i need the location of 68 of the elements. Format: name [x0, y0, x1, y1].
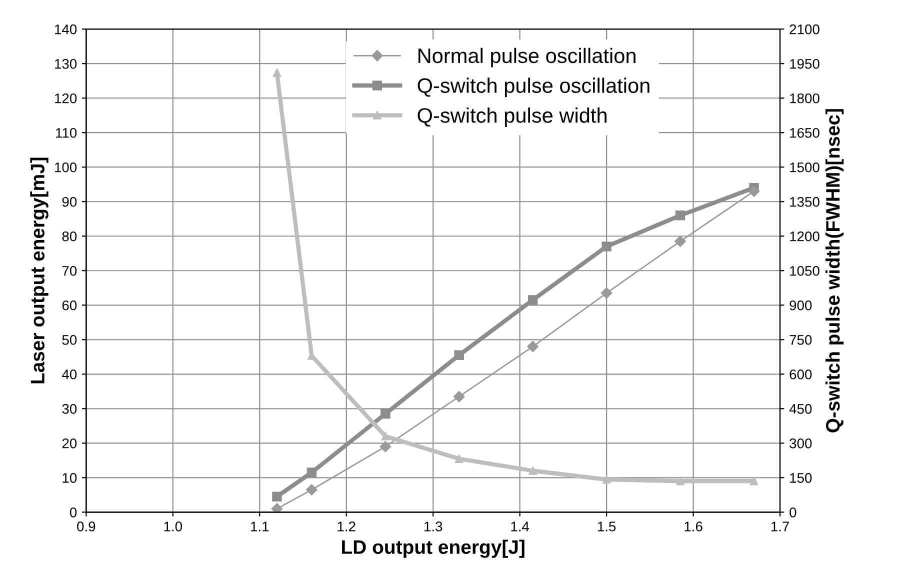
y-tick-label: 80 [62, 231, 77, 242]
y2-tick-label: 1650 [790, 128, 820, 138]
x-tick-label: 1.2 [338, 522, 356, 532]
point [602, 475, 611, 484]
point [675, 210, 686, 220]
y-tick-label: 60 [62, 300, 77, 310]
y-tick-label: 30 [62, 404, 77, 414]
point [454, 350, 464, 360]
y2-tick-label: 900 [790, 300, 812, 310]
point [527, 340, 538, 352]
y2-tick-label: 1800 [790, 93, 820, 104]
y-tick-label: 100 [55, 162, 77, 172]
y-tick-label: 40 [62, 369, 77, 380]
point [271, 503, 283, 512]
y2-tick-label: 1050 [790, 266, 820, 276]
y2-tick-label: 1200 [790, 231, 820, 242]
point [454, 390, 465, 402]
point [272, 68, 282, 77]
line-series [272, 68, 758, 486]
point [528, 466, 537, 475]
point [380, 408, 390, 419]
y2-tick-label: 600 [790, 369, 812, 380]
y-tick-label: 130 [55, 58, 77, 69]
point [272, 492, 282, 502]
y2-tick-label: 1350 [790, 196, 820, 207]
y2-tick-label: 450 [789, 404, 812, 414]
point [600, 287, 612, 299]
y-tick-label: 140 [55, 24, 77, 34]
x-tick-label: 1.6 [684, 522, 702, 532]
y-tick-label: 0 [70, 507, 77, 518]
y2-tick-label: 300 [790, 438, 812, 448]
y2-axis-title: Q-switch pulse width(FWHM)[nsec] [825, 109, 844, 432]
point [528, 295, 538, 305]
y2-tick-label: 750 [790, 334, 812, 345]
x-tick-label: 1.0 [164, 522, 182, 532]
point [674, 236, 686, 247]
y-tick-label: 90 [62, 196, 77, 207]
x-tick-label: 1.3 [424, 522, 442, 532]
point [454, 454, 464, 463]
point [380, 440, 391, 452]
point [306, 484, 318, 496]
x-tick-label: 1.4 [511, 522, 530, 532]
y-tick-label: 20 [62, 438, 77, 448]
y2-tick-label: 0 [790, 507, 796, 518]
x-tick-label: 1.5 [598, 522, 616, 532]
y2-tick-label: 150 [790, 472, 812, 483]
legend-label: Normal pulse oscillation [418, 48, 636, 68]
legend-label: Q-switch pulse width [418, 108, 606, 127]
x-tick-label: 0.9 [77, 522, 96, 532]
legend-label: Q-switch pulse oscillation [418, 78, 650, 98]
point [381, 432, 390, 440]
y2-tick-label: 1950 [790, 58, 820, 69]
y-tick-label: 50 [62, 334, 77, 345]
x-tick-label: 1.7 [771, 522, 789, 532]
y-axis-title: Laser output energy[mJ] [30, 158, 48, 384]
point [748, 186, 760, 197]
point [602, 242, 612, 252]
point [306, 468, 317, 478]
y-tick-label: 120 [55, 93, 77, 104]
y2-tick-label: 1500 [790, 162, 820, 172]
point [676, 476, 684, 486]
y-tick-label: 10 [62, 472, 77, 483]
x-tick-label: 1.1 [251, 522, 269, 532]
y-tick-label: 70 [62, 266, 77, 276]
point [750, 476, 758, 486]
y-tick-label: 110 [56, 128, 77, 138]
y2-tick-label: 2100 [790, 24, 820, 34]
x-axis-title: LD output energy[J] [342, 540, 524, 558]
